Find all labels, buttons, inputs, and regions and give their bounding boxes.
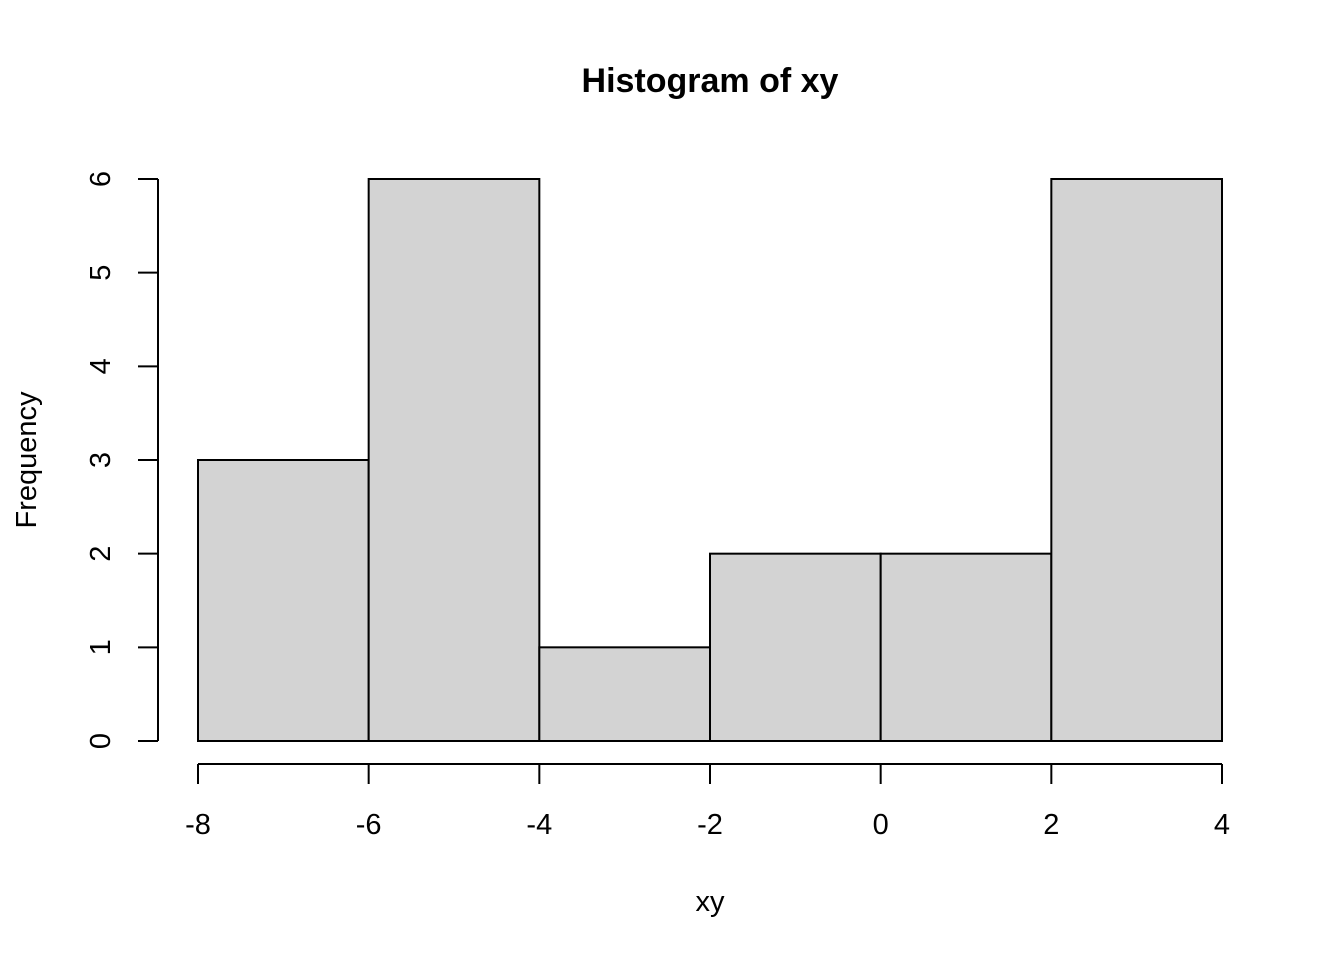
chart-title: Histogram of xy	[582, 62, 839, 100]
histogram-bar-5	[1050, 178, 1224, 742]
x-axis: -8 -6 -4 -2 0 2 4	[185, 763, 1230, 841]
x-tick-label: 2	[1043, 809, 1059, 841]
y-tick-label: 0	[85, 733, 117, 749]
y-tick-label: 6	[85, 171, 117, 187]
y-tick-label: 4	[85, 358, 117, 374]
y-axis-label: Frequency	[11, 391, 43, 529]
x-tick-label: 0	[873, 809, 889, 841]
x-tick-label: -2	[697, 809, 723, 841]
x-tick-label: -4	[526, 809, 552, 841]
histogram-bar-1	[367, 178, 541, 742]
y-tick-label: 2	[85, 546, 117, 562]
x-axis-label: xy	[696, 886, 726, 918]
x-tick-label: 4	[1214, 809, 1230, 841]
x-tick-label: -6	[356, 809, 382, 841]
histogram-bar-3	[709, 552, 882, 743]
x-tick-label: -8	[185, 809, 211, 841]
bars-group	[197, 178, 1224, 743]
histogram-bar-2	[538, 646, 711, 742]
histogram-bar-0	[197, 459, 370, 742]
y-tick-label: 1	[85, 639, 117, 655]
y-axis: 0 1 2 3 4 5 6	[85, 171, 159, 749]
histogram-bar-4	[879, 552, 1053, 743]
y-tick-label: 5	[85, 265, 117, 281]
y-tick-label: 3	[85, 452, 117, 468]
